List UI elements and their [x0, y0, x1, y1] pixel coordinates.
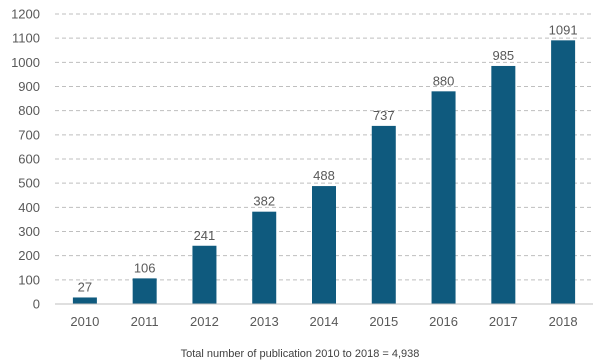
- x-tick-label: 2016: [429, 314, 458, 329]
- y-tick-label: 400: [18, 200, 40, 215]
- bar-value-label: 106: [134, 260, 156, 275]
- x-tick-label: 2018: [549, 314, 578, 329]
- bar-value-label: 382: [253, 194, 275, 209]
- x-tick-label: 2015: [369, 314, 398, 329]
- bars: [72, 40, 576, 305]
- bar: [551, 40, 576, 304]
- bar: [192, 245, 217, 304]
- chart-footnote: Total number of publication 2010 to 2018…: [181, 348, 420, 360]
- y-tick-label: 100: [18, 272, 40, 287]
- bar: [312, 186, 336, 304]
- bar: [132, 278, 157, 304]
- y-tick-label: 600: [18, 152, 40, 167]
- y-axis: 0 100 200 300 400 500 600 700 800 900 1000 1100 1200: [11, 7, 40, 312]
- y-tick-label: 1000: [11, 55, 40, 70]
- bar-value-label: 488: [313, 168, 335, 183]
- x-tick-label: 2013: [250, 314, 279, 329]
- bar: [371, 125, 396, 305]
- x-tick-label: 2017: [489, 314, 518, 329]
- x-tick-label: 2010: [70, 314, 99, 329]
- y-tick-label: 300: [18, 224, 40, 239]
- y-tick-label: 700: [18, 127, 40, 142]
- y-tick-label: 1200: [11, 7, 40, 22]
- bar-value-label: 241: [194, 228, 216, 243]
- data-labels: 27 106 241 382 488 737 880 985 1091: [78, 22, 578, 294]
- y-tick-label: 0: [33, 297, 40, 312]
- bar-value-label: 880: [433, 73, 455, 88]
- bar: [72, 297, 97, 304]
- bar-value-label: 1091: [549, 22, 578, 37]
- y-tick-label: 200: [18, 248, 40, 263]
- y-tick-label: 800: [18, 103, 40, 118]
- bar-value-label: 737: [373, 108, 395, 123]
- bar-value-label: 985: [492, 48, 514, 63]
- bar: [491, 65, 516, 304]
- y-tick-label: 900: [18, 79, 40, 94]
- x-tick-label: 2012: [190, 314, 219, 329]
- y-tick-label: 1100: [12, 31, 40, 46]
- y-tick-label: 500: [18, 176, 40, 191]
- bar: [431, 91, 456, 304]
- x-tick-label: 2014: [310, 314, 339, 329]
- x-tick-label: 2011: [131, 314, 159, 329]
- bar-value-label: 27: [78, 279, 92, 294]
- x-axis: 2010 2011 2012 2013 2014 2015 2016 2017 2018: [55, 303, 593, 329]
- bar: [252, 211, 277, 304]
